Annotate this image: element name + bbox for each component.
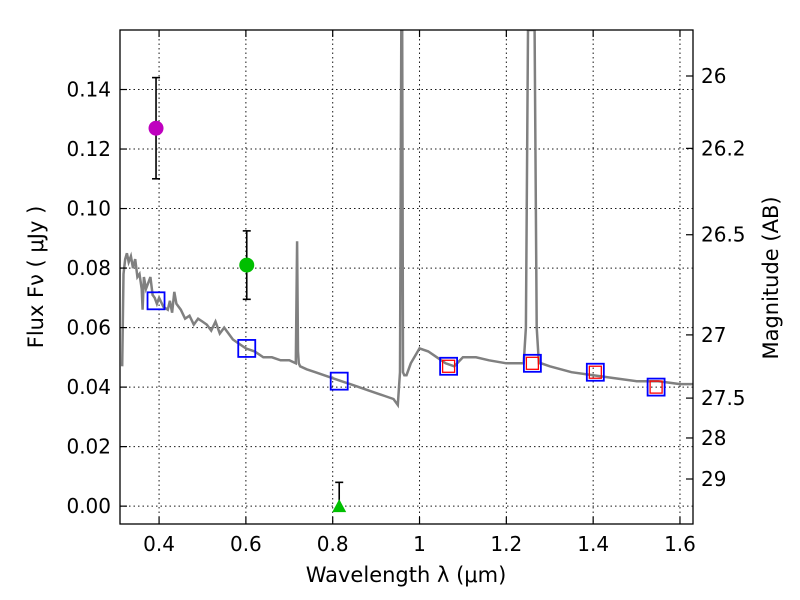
y-tick-label: 0.14 xyxy=(66,78,111,102)
model-photometry-square xyxy=(329,371,349,391)
y-tick-label: 0.00 xyxy=(66,494,111,518)
mag-tick-label: 27 xyxy=(701,323,726,347)
y-tick-label: 0.02 xyxy=(66,435,111,459)
upper-limit-triangle xyxy=(332,499,347,513)
y2-axis-label: Magnitude (AB) xyxy=(759,196,783,359)
model-photometry-square xyxy=(585,362,605,382)
x-tick-label: 1.6 xyxy=(664,532,696,556)
observed-photometry-square xyxy=(525,356,540,370)
x-tick-label: 0.6 xyxy=(230,532,262,556)
y-tick-label: 0.10 xyxy=(66,197,111,221)
mag-tick-label: 28 xyxy=(701,426,726,450)
axis-ticks: 0.4 0.6 0.8 1 1.2 1.4 1.6 0.00 0.02 0.04 0.06 0.08 0… xyxy=(66,30,746,556)
x-tick-label: 0.4 xyxy=(143,532,175,556)
observed-photometry-square xyxy=(588,365,602,379)
model-photometry-square xyxy=(146,291,166,311)
mag-tick-label: 26.5 xyxy=(701,223,746,247)
mag-tick-label: 26.2 xyxy=(701,136,746,160)
y-tick-label: 0.04 xyxy=(66,375,111,399)
detection-point xyxy=(239,257,255,273)
x-tick-label: 1.2 xyxy=(490,532,522,556)
x-tick-label: 1.4 xyxy=(577,532,609,556)
mag-tick-label: 27.5 xyxy=(701,386,746,410)
detection-point xyxy=(148,120,164,136)
observed-photometry-square xyxy=(649,380,663,394)
x-axis-label: Wavelength λ (μm) xyxy=(306,563,507,587)
model-photometry-square xyxy=(439,356,459,376)
model-photometry-square xyxy=(646,377,666,397)
y-tick-label: 0.06 xyxy=(66,316,111,340)
y-tick-label: 0.08 xyxy=(66,256,111,280)
data-markers xyxy=(146,76,666,513)
y-axis-label: Flux Fν ( μJy ) xyxy=(24,206,48,349)
observed-photometry-square xyxy=(441,359,456,373)
grid xyxy=(120,30,693,524)
model-photometry-square xyxy=(522,353,542,373)
mag-tick-label: 29 xyxy=(701,467,726,491)
mag-tick-label: 26 xyxy=(701,64,726,88)
plot-area xyxy=(120,30,693,513)
model-photometry-square xyxy=(237,339,257,358)
x-tick-label: 1 xyxy=(413,532,426,556)
x-tick-label: 0.8 xyxy=(317,532,349,556)
plot-frame xyxy=(119,29,694,525)
y-tick-label: 0.12 xyxy=(66,137,111,161)
